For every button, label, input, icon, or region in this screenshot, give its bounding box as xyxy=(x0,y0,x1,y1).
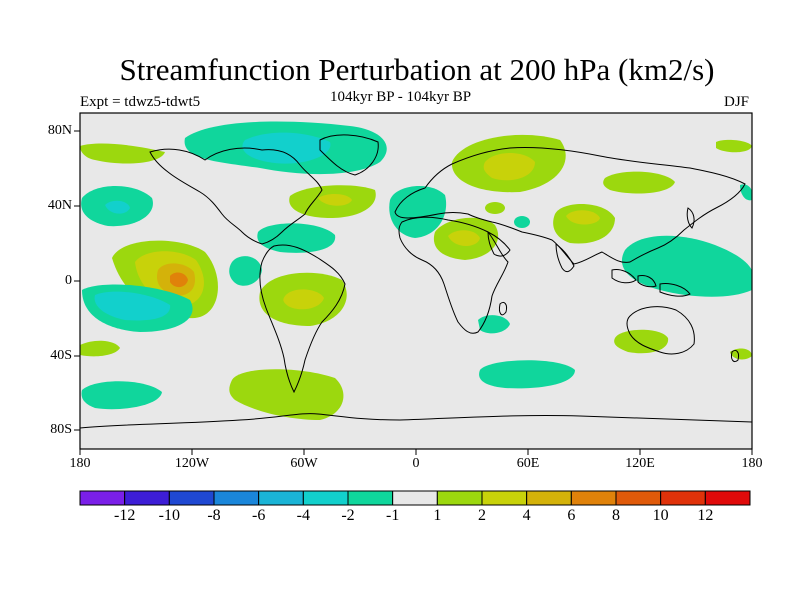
colorbar xyxy=(79,490,751,506)
colorbar-swatch xyxy=(481,490,528,506)
colorbar-label: -10 xyxy=(158,507,180,524)
colorbar-swatch xyxy=(660,490,706,506)
colorbar-swatch xyxy=(213,490,260,506)
colorbar-swatch xyxy=(436,490,483,506)
colorbar-swatch xyxy=(615,490,662,506)
lon-tick-label: 120E xyxy=(625,456,655,471)
contour-region xyxy=(448,230,480,246)
contour-region xyxy=(105,200,130,214)
contour-region xyxy=(318,194,352,206)
contour-region xyxy=(170,272,188,288)
lon-tick-label: 180 xyxy=(741,456,763,471)
contour-region xyxy=(80,143,165,164)
period-label: 104kyr BP - 104kyr BP xyxy=(330,89,472,105)
colorbar-label: 4 xyxy=(522,507,531,524)
colorbar-swatch xyxy=(392,490,438,506)
lat-tick-label: 80S xyxy=(50,422,72,437)
contour-region xyxy=(242,132,331,164)
season-label: DJF xyxy=(724,94,750,110)
contour-region xyxy=(389,185,447,238)
contour-region xyxy=(730,348,752,360)
contour-region xyxy=(283,289,324,310)
colorbar-swatch xyxy=(124,490,170,506)
map-title: Streamfunction Perturbation at 200 hPa (… xyxy=(119,52,715,87)
contour-region xyxy=(483,153,535,181)
colorbar-label: 2 xyxy=(478,507,486,524)
colorbar-label: 12 xyxy=(697,507,714,524)
colorbar-swatch xyxy=(302,490,349,506)
lon-tick-label: 60W xyxy=(290,456,318,471)
colorbar-label: 1 xyxy=(433,507,442,524)
colorbar-swatch xyxy=(168,490,215,506)
lon-tick-label: 0 xyxy=(412,456,420,471)
colorbar-swatch xyxy=(704,490,751,506)
lat-tick-label: 80N xyxy=(47,123,72,138)
colorbar-swatch xyxy=(79,490,126,506)
colorbar-label: -1 xyxy=(385,507,400,524)
tick-marks xyxy=(74,130,753,455)
colorbar-swatch xyxy=(526,490,572,506)
lon-tick-label: 180 xyxy=(69,456,91,471)
contour-fields xyxy=(80,121,752,420)
map-plot-area xyxy=(80,113,752,449)
contour-region xyxy=(94,291,171,321)
contour-region xyxy=(229,256,262,286)
contour-region xyxy=(740,184,752,201)
colorbar-label: -12 xyxy=(113,507,136,524)
contour-region xyxy=(614,329,669,354)
colorbar-label: -4 xyxy=(296,507,310,524)
contour-region xyxy=(514,216,530,228)
lon-tick-label: 120W xyxy=(174,456,210,471)
colorbar-swatch xyxy=(570,490,617,506)
colorbar-swatch xyxy=(347,490,394,506)
contour-region xyxy=(80,340,120,357)
contour-region xyxy=(566,210,600,225)
contour-region xyxy=(485,202,505,214)
contour-region xyxy=(81,381,162,410)
lat-tick-label: 40S xyxy=(50,348,72,363)
contour-region xyxy=(603,171,675,194)
lat-tick-label: 0 xyxy=(65,273,72,288)
contour-region xyxy=(229,369,344,420)
experiment-label: Expt = tdwz5-tdwt5 xyxy=(80,94,201,110)
colorbar-label: 6 xyxy=(567,507,576,524)
lon-tick-label: 60E xyxy=(516,456,540,471)
colorbar-label: -2 xyxy=(341,507,355,524)
contour-region xyxy=(479,360,575,389)
colorbar-label: -6 xyxy=(251,507,266,524)
colorbar-label: 10 xyxy=(652,507,669,524)
lat-tick-label: 40N xyxy=(47,198,72,213)
colorbar-label: 8 xyxy=(612,507,620,524)
contour-region xyxy=(716,139,752,153)
colorbar-swatch xyxy=(258,490,304,506)
coastlines xyxy=(80,134,752,429)
colorbar-label: -8 xyxy=(207,507,221,524)
